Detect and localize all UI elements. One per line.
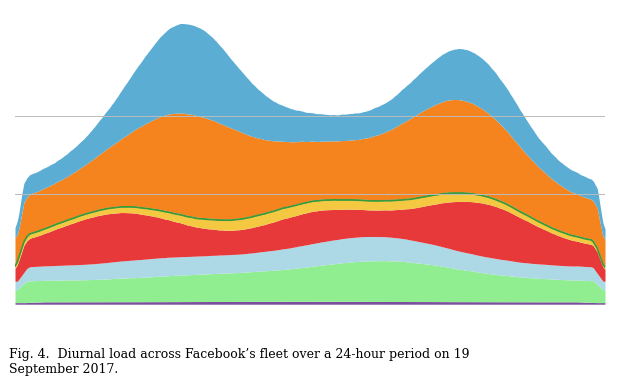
Text: Fig. 4.  Diurnal load across Facebook’s fleet over a 24-hour period on 19
Septem: Fig. 4. Diurnal load across Facebook’s f… bbox=[9, 348, 470, 376]
